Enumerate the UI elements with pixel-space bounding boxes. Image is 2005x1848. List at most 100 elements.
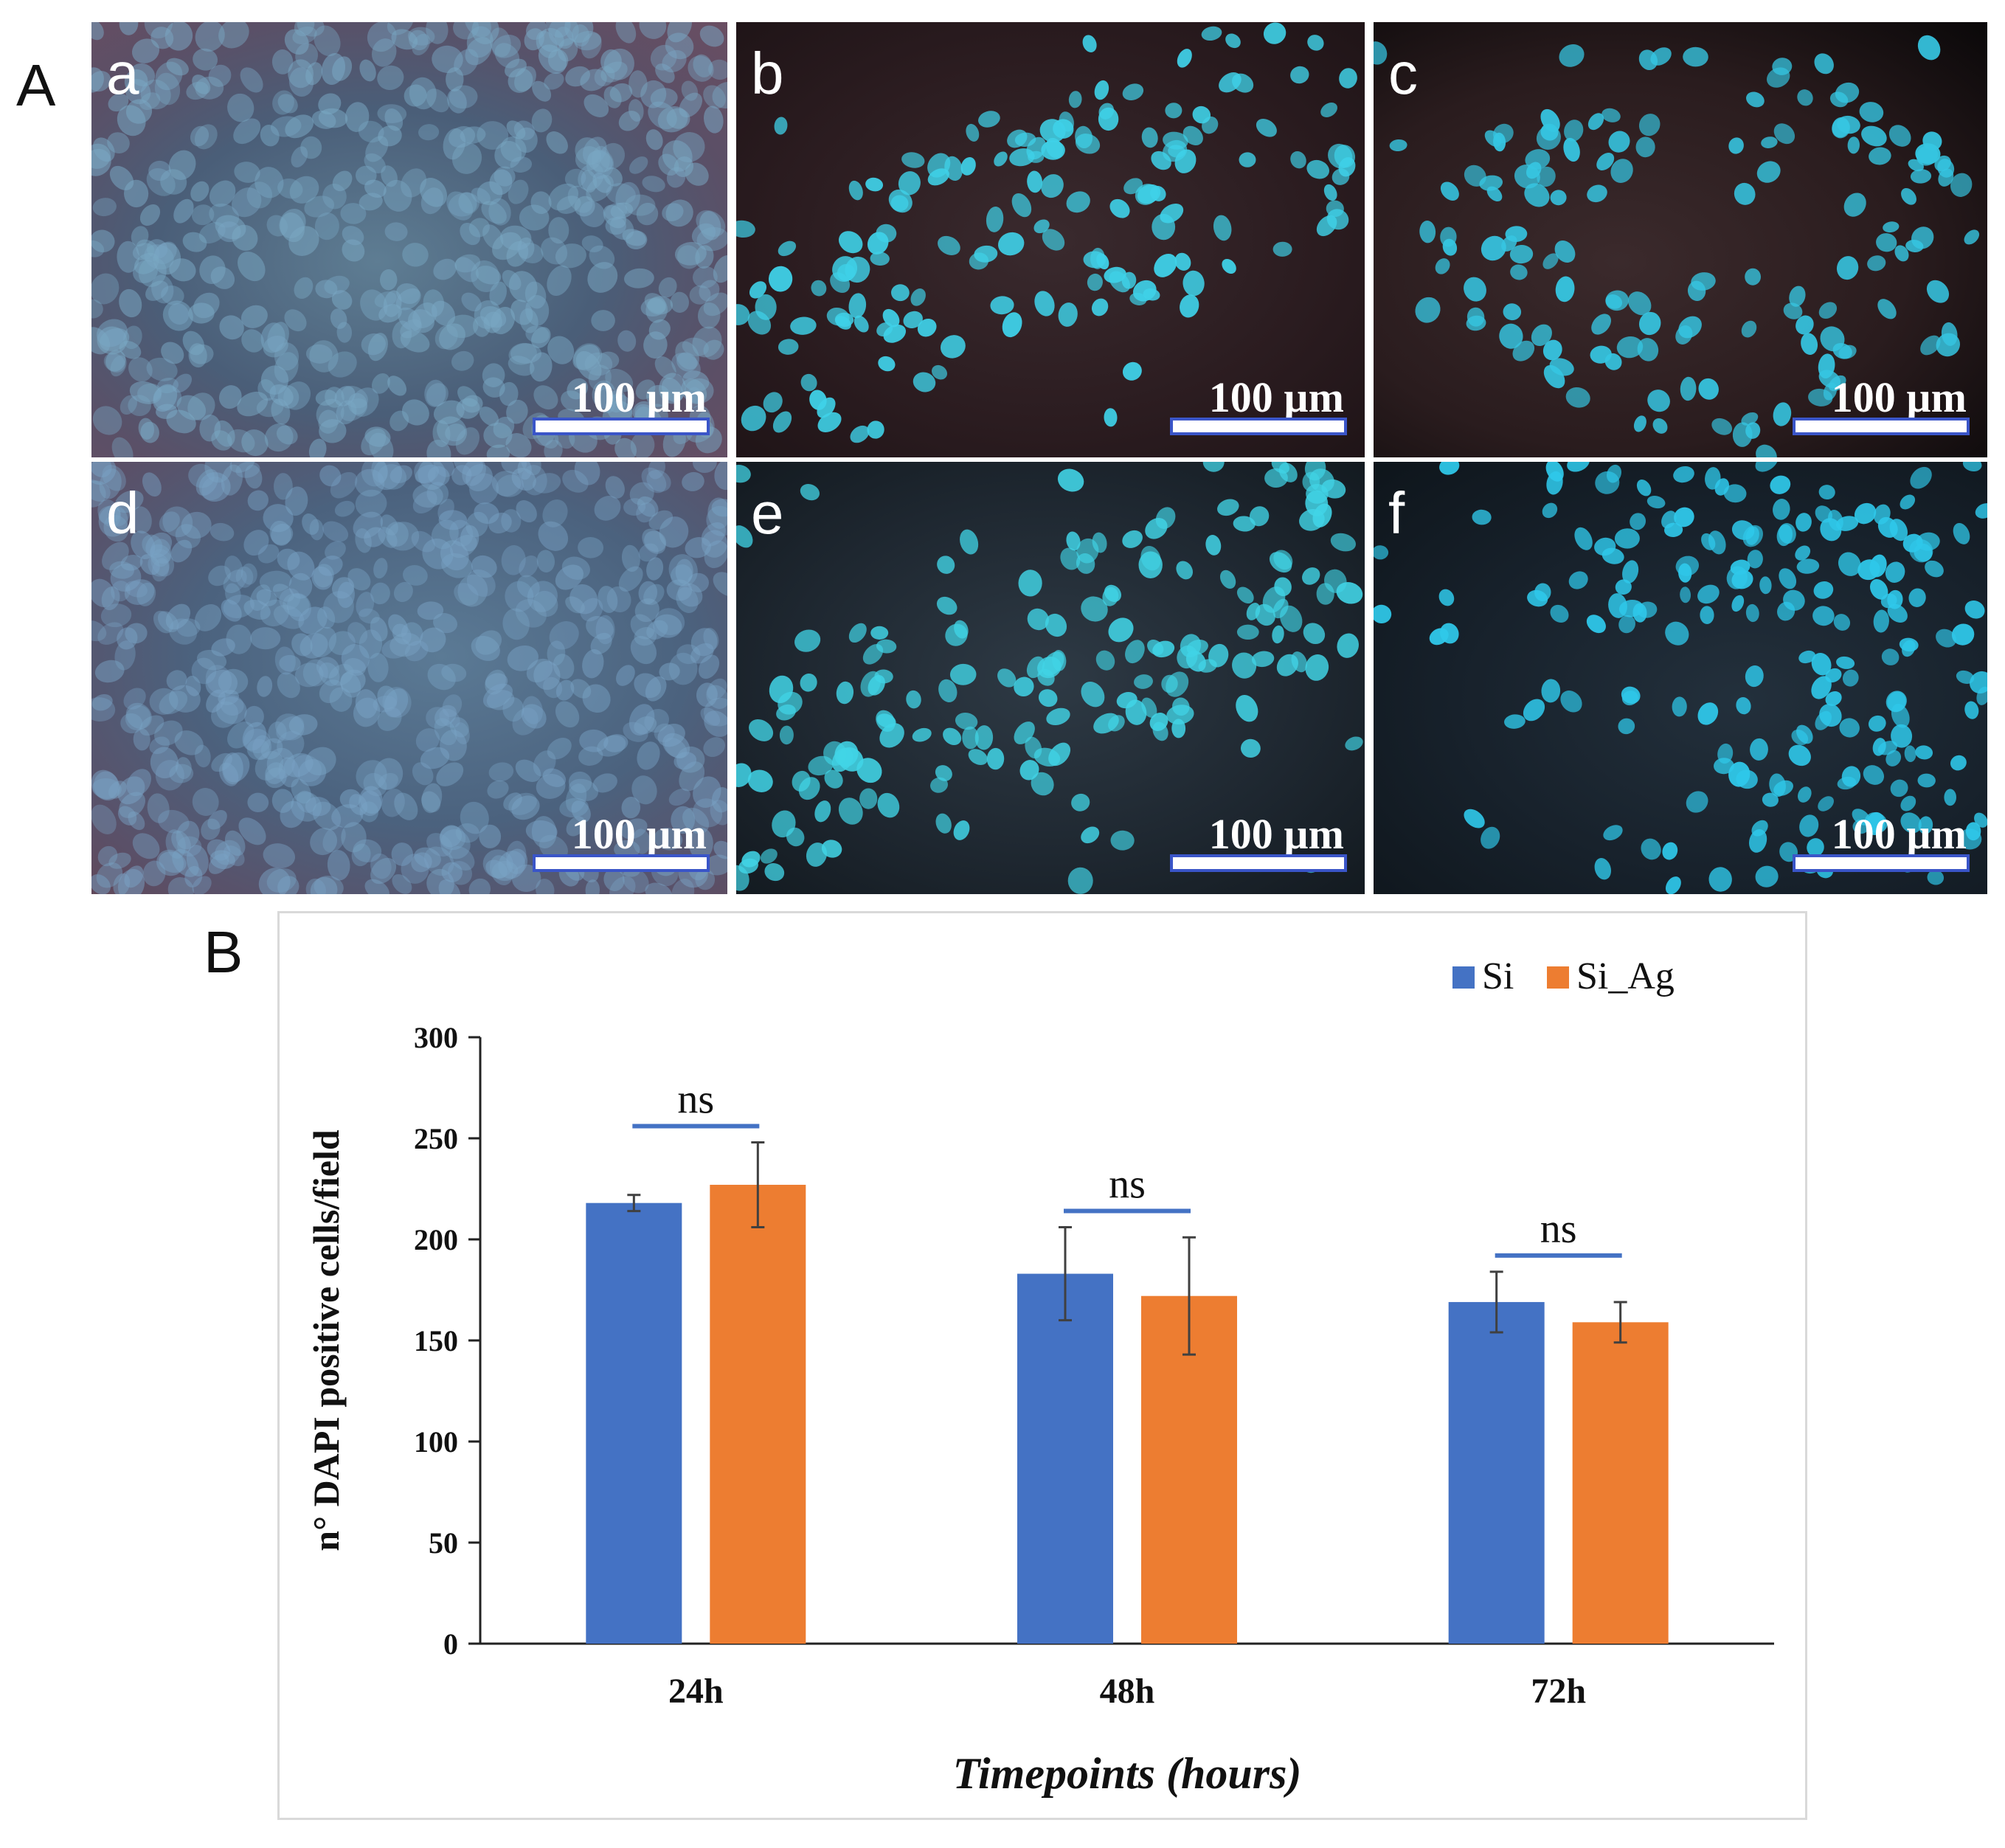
cell-nucleus [1503, 303, 1522, 321]
cell-nucleus [99, 468, 122, 499]
cell-nucleus [586, 149, 614, 179]
cell-nucleus [377, 685, 398, 710]
cell-nucleus [1638, 49, 1658, 71]
cell-nucleus [479, 305, 507, 328]
cell-nucleus [826, 307, 850, 326]
cell-nucleus [1542, 502, 1558, 519]
cell-nucleus [544, 439, 563, 457]
cell-nucleus [195, 468, 219, 496]
cell-nucleus [254, 167, 284, 198]
cell-nucleus [319, 679, 344, 704]
cell-nucleus [1141, 697, 1157, 718]
cell-nucleus [91, 480, 111, 502]
cell-nucleus [605, 476, 625, 499]
cell-nucleus [533, 590, 558, 617]
cell-nucleus [1917, 35, 1941, 60]
cell-nucleus [156, 849, 184, 876]
cell-nucleus [125, 78, 151, 105]
cell-nucleus [521, 704, 547, 729]
cell-nucleus [244, 705, 264, 727]
cell-nucleus [233, 118, 261, 145]
cell-nucleus [1192, 105, 1211, 124]
cell-nucleus [291, 755, 322, 783]
cell-nucleus [1537, 166, 1556, 187]
cell-nucleus [387, 376, 407, 396]
cell-nucleus [755, 294, 777, 320]
cell-nucleus [1773, 780, 1793, 796]
cell-nucleus [263, 335, 288, 358]
cell-nucleus [515, 127, 538, 153]
cell-nucleus [196, 649, 227, 671]
cell-nucleus [102, 541, 129, 570]
cell-nucleus [460, 126, 486, 144]
cell-nucleus [1776, 524, 1793, 547]
cell-nucleus [1953, 522, 1970, 544]
cell-nucleus [131, 506, 152, 534]
cell-nucleus [1058, 302, 1078, 327]
cell-nucleus [590, 632, 612, 654]
cell-nucleus [571, 800, 591, 823]
cell-nucleus [1661, 511, 1677, 529]
cell-nucleus [606, 183, 636, 205]
cell-nucleus [161, 342, 184, 364]
cell-nucleus [240, 563, 257, 585]
cell-nucleus [359, 629, 383, 659]
cell-nucleus [978, 111, 1000, 128]
cell-nucleus [1825, 668, 1842, 683]
cell-nucleus [1435, 258, 1450, 274]
cell-nucleus [1783, 302, 1803, 319]
cell-nucleus [603, 204, 626, 229]
cell-nucleus [968, 749, 988, 766]
cell-nucleus [650, 44, 677, 71]
cell-nucleus [93, 771, 119, 800]
cell-nucleus [1820, 518, 1842, 541]
cell-nucleus [232, 224, 258, 251]
cell-nucleus [277, 730, 305, 759]
cell-nucleus [1217, 499, 1239, 516]
cell-nucleus [433, 613, 457, 634]
cell-nucleus [935, 813, 952, 834]
cell-nucleus [1046, 707, 1070, 726]
cell-nucleus [811, 280, 827, 297]
cell-nucleus [621, 544, 640, 572]
cell-nucleus [260, 125, 280, 147]
cell-nucleus [268, 721, 287, 744]
cell-nucleus [508, 356, 535, 376]
cell-nucleus [1964, 601, 1985, 619]
cell-nucleus [648, 462, 665, 480]
cell-nucleus [207, 839, 231, 861]
cell-nucleus [298, 759, 327, 786]
cell-nucleus [1603, 825, 1623, 841]
cell-nucleus [269, 384, 294, 406]
cell-nucleus [519, 204, 550, 231]
cell-nucleus [1917, 773, 1936, 788]
x-tick-label: 24h [668, 1672, 724, 1711]
cell-nucleus [334, 386, 356, 406]
cell-nucleus [1098, 103, 1115, 120]
cell-nucleus [432, 420, 451, 448]
cell-nucleus [1280, 605, 1303, 632]
cell-nucleus [243, 728, 271, 754]
cell-nucleus [910, 288, 926, 306]
cell-nucleus [176, 820, 200, 850]
cell-nucleus [774, 117, 788, 135]
cell-nucleus [254, 751, 284, 781]
bar-si_ag-72h [1572, 1322, 1669, 1644]
cell-nucleus [685, 537, 711, 558]
cell-nucleus [930, 777, 948, 793]
scale-bar-label: 100 µm [1208, 373, 1344, 421]
cell-nucleus [288, 226, 319, 257]
micrograph-letter: f [1388, 480, 1405, 546]
cell-nucleus [96, 862, 123, 888]
cell-nucleus [125, 623, 148, 644]
cell-nucleus [172, 848, 199, 877]
cell-nucleus [265, 767, 287, 789]
cell-nucleus [174, 730, 204, 755]
cell-nucleus [547, 738, 572, 760]
cell-nucleus [1920, 335, 1941, 356]
cell-nucleus [264, 423, 294, 452]
cell-nucleus [506, 848, 528, 874]
cell-nucleus [1309, 468, 1334, 493]
cell-nucleus [936, 596, 958, 615]
cell-nucleus [91, 804, 117, 834]
